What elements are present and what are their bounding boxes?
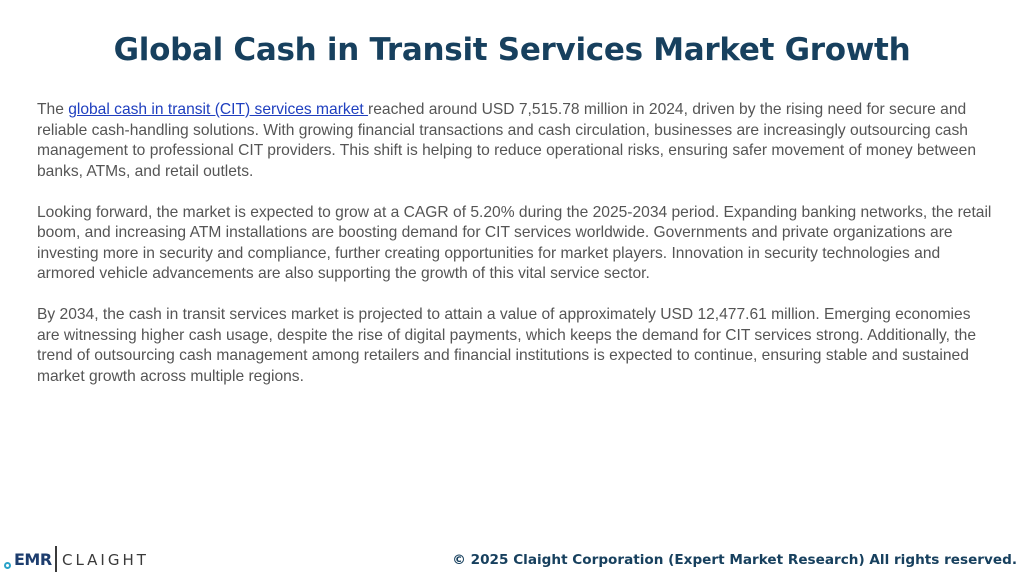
logo-emr-text: EMR xyxy=(14,550,52,569)
copyright-footer: © 2025 Claight Corporation (Expert Marke… xyxy=(452,552,1017,568)
logo-dot-icon xyxy=(4,562,11,569)
article-body: The global cash in transit (CIT) service… xyxy=(37,100,992,408)
market-report-link[interactable]: global cash in transit (CIT) services ma… xyxy=(68,101,369,118)
paragraph-forecast: Looking forward, the market is expected … xyxy=(37,203,992,283)
logo-claight-text: CLAIGHT xyxy=(62,551,149,569)
company-logo: EMR CLAIGHT xyxy=(4,544,164,576)
paragraph-outlook: By 2034, the cash in transit services ma… xyxy=(37,306,977,385)
paragraph-intro-prefix: The xyxy=(37,101,69,118)
paragraph-intro: The global cash in transit (CIT) service… xyxy=(37,100,992,182)
page-title: Global Cash in Transit Services Market G… xyxy=(113,32,911,68)
paragraph-intro-text: reached around USD 7,515.78 million in 2… xyxy=(37,101,976,180)
logo-divider xyxy=(55,546,57,572)
